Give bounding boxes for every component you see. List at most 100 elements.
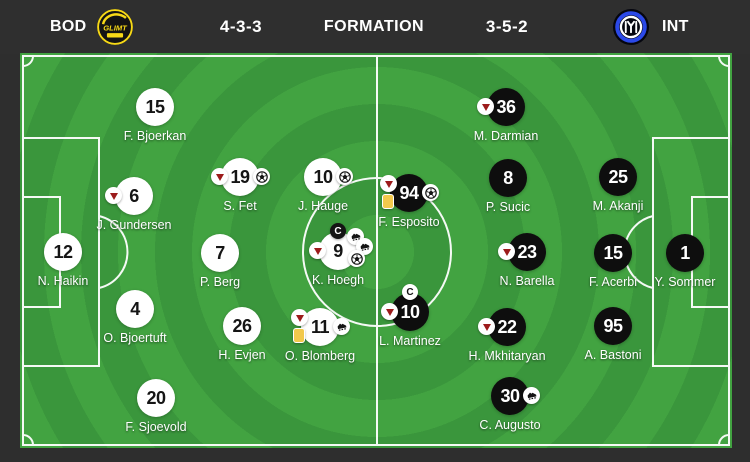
red-down-triangle-icon [384,180,393,188]
player-number: 23 [517,241,537,262]
player-circle[interactable]: 10 [304,158,342,196]
svg-text:GLIMT: GLIMT [103,23,128,32]
player-name: O. Bjoertuft [103,331,167,345]
player-name: O. Blomberg [284,349,356,363]
player-name: M. Darmian [473,129,539,143]
red-down-triangle-icon [295,314,304,322]
captain-c-badge: C [402,284,418,300]
player-marker[interactable]: 30 C. Augusto [479,377,541,432]
player-name: N. Barella [499,274,555,288]
red-down-triangle-icon [385,308,394,316]
player-number: 8 [503,167,513,188]
player-circle[interactable]: 25 [599,158,637,196]
player-name: H. Mkhitaryan [468,349,546,363]
soccer-ball-icon [351,253,363,265]
formation-header: BOD GLIMT 4-3-3 FORMATION 3-5-2 INT [0,0,750,54]
player-name: Y. Sommer [654,275,716,289]
player-circle[interactable]: 20 [137,379,175,417]
away-team-block[interactable]: INT [662,0,689,54]
player-circle[interactable]: 8 [489,159,527,197]
home-team-code: BOD [50,18,87,35]
player-number: 26 [232,315,252,336]
player-marker[interactable]: 4 O. Bjoertuft [103,290,167,345]
player-marker[interactable]: 7 P. Berg [200,234,240,289]
player-marker[interactable]: 22 H. Mkhitaryan [468,308,546,363]
player-marker[interactable]: 23 N. Barella [498,233,554,288]
player-marker[interactable]: 95 A. Bastoni [585,307,641,362]
player-circle[interactable]: 22 [488,308,526,346]
away-team-logo[interactable] [612,0,650,54]
player-marker[interactable]: 19 S. Fet [211,158,270,213]
sub-off-icon [211,168,228,185]
player-number: 30 [500,385,520,406]
formation-title: FORMATION [323,18,425,35]
player-number: 10 [400,301,420,322]
football-pitch [20,53,732,448]
player-number: 94 [399,182,419,203]
player-circle[interactable]: 4 [116,290,154,328]
captain-c-badge: C [330,223,346,239]
sub-off-icon [291,309,308,326]
player-number: 20 [146,387,166,408]
soccer-ball-icon [253,168,270,185]
player-name: K. Hoegh [311,273,365,287]
player-number: 6 [129,185,139,206]
sub-off-icon [105,187,122,204]
player-circle[interactable]: 26 [223,307,261,345]
sub-off-icon [380,175,397,192]
player-circle[interactable]: 30 [491,377,529,415]
home-formation: 4-3-3 [219,17,263,36]
sub-off-icon [498,243,515,260]
player-circle[interactable]: 15 [136,88,174,126]
red-down-triangle-icon [502,248,511,256]
player-number: 1 [680,242,690,263]
player-name: H. Evjen [218,348,266,362]
player-marker[interactable]: 1 Y. Sommer [655,234,715,289]
player-number: 36 [496,96,516,117]
player-marker[interactable]: 10 J. Hauge [298,158,353,213]
player-name: F. Esposito [378,215,440,229]
player-circle[interactable]: 95 [594,307,632,345]
player-circle[interactable]: 7 [201,234,239,272]
player-marker[interactable]: 10 L. Martinez C [379,284,441,348]
player-marker[interactable]: 6 J. Gundersen [96,177,172,232]
red-down-triangle-icon [109,192,118,200]
player-circle[interactable]: 19 [221,158,259,196]
player-marker[interactable]: 8 P. Sucic [486,159,530,214]
player-circle[interactable]: 12 [44,233,82,271]
soccer-ball-icon [339,171,351,183]
player-circle[interactable]: 15 [594,234,632,272]
home-team-logo[interactable]: GLIMT [96,0,134,54]
player-marker[interactable]: 12 N. Haikin [38,233,88,288]
player-name: N. Haikin [37,274,89,288]
player-marker[interactable]: 15 F. Bjoerkan [124,88,186,143]
player-marker[interactable]: 26 H. Evjen [218,307,266,362]
boot-icon [523,387,540,404]
sub-off-icon [309,242,326,259]
player-marker[interactable]: 11 O. Blomberg [285,308,355,363]
player-circle[interactable]: 1 [666,234,704,272]
red-down-triangle-icon [481,103,490,111]
player-marker[interactable]: 9 K. Hoegh C [309,223,373,287]
boot-icon [333,318,350,335]
red-down-triangle-icon [482,323,491,331]
player-number: 10 [313,166,333,187]
player-marker[interactable]: 20 F. Sjoevold [125,379,187,434]
player-marker[interactable]: 15 F. Acerbi [589,234,637,289]
player-number: 11 [310,316,330,337]
inter-crest-icon [612,8,650,46]
soccer-ball-icon [336,168,353,185]
home-team-block[interactable]: BOD [50,0,86,54]
player-name: A. Bastoni [584,348,642,362]
player-name: P. Berg [199,275,241,289]
player-number: 95 [603,315,623,336]
player-number: 15 [145,96,165,117]
soccer-ball-icon [425,187,437,199]
player-name: S. Fet [223,199,257,213]
player-marker[interactable]: 25 M. Akanji [593,158,643,213]
player-marker[interactable]: 36 M. Darmian [474,88,538,143]
player-number: 9 [333,240,343,261]
player-name: J. Gundersen [96,218,172,232]
player-marker[interactable]: 94 F. Esposito [378,174,440,229]
